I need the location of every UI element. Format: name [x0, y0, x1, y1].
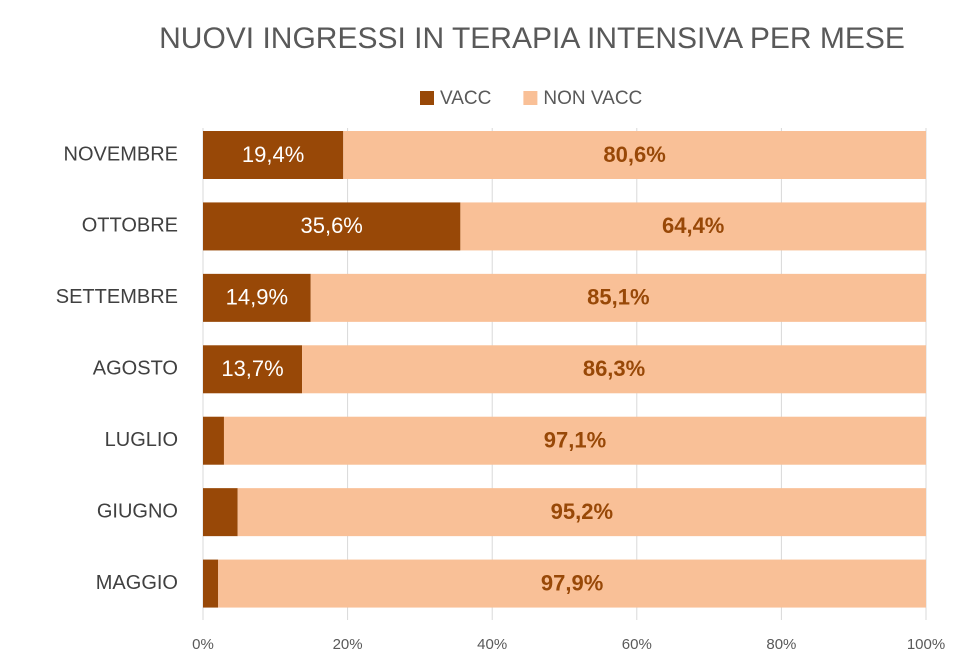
- value-label: 97,1%: [544, 428, 606, 453]
- legend-swatch: [523, 91, 538, 105]
- value-label: 85,1%: [587, 285, 649, 310]
- y-tick-label: OTTOBRE: [82, 215, 178, 237]
- y-tick-label: LUGLIO: [105, 429, 178, 451]
- y-tick-label: AGOSTO: [93, 358, 178, 380]
- x-tick-label: 0%: [192, 636, 214, 653]
- y-tick-label: GIUGNO: [97, 500, 178, 522]
- value-label: 19,4%: [242, 142, 304, 167]
- bar-segment: [203, 559, 219, 608]
- bar-segment: [302, 345, 926, 394]
- legend-swatch: [420, 91, 434, 105]
- y-tick-label: SETTEMBRE: [56, 286, 178, 308]
- x-tick-label: 20%: [333, 636, 363, 653]
- value-label: 13,7%: [221, 356, 283, 381]
- x-tick-label: 60%: [622, 636, 652, 653]
- x-tick-label: 80%: [766, 636, 796, 653]
- bar-segment: [343, 131, 927, 179]
- value-label: 64,4%: [662, 213, 724, 238]
- y-tick-label: NOVEMBRE: [64, 143, 178, 165]
- legend-label: NON VACC: [543, 88, 642, 109]
- x-tick-label: 40%: [477, 636, 507, 653]
- bar-segment: [203, 416, 224, 465]
- value-label: 35,6%: [300, 213, 362, 238]
- bar-segment: [203, 131, 344, 179]
- value-label: 14,9%: [226, 285, 288, 310]
- bar-segment: [203, 202, 461, 251]
- y-tick-label: MAGGIO: [96, 572, 178, 594]
- bar-segment: [460, 202, 926, 251]
- chart-title: NUOVI INGRESSI IN TERAPIA INTENSIVA PER …: [159, 22, 905, 55]
- bar-segment: [237, 488, 927, 537]
- bar-segment: [223, 416, 927, 465]
- legend-label: VACC: [440, 88, 491, 109]
- value-label: 80,6%: [603, 142, 665, 167]
- value-label: 95,2%: [551, 499, 613, 524]
- bar-segment: [310, 273, 926, 322]
- bar-segment: [203, 488, 238, 537]
- bar-segment: [203, 273, 311, 322]
- bar-segment: [203, 345, 303, 394]
- x-tick-label: 100%: [907, 636, 945, 653]
- value-label: 86,3%: [583, 356, 645, 381]
- bar-segment: [218, 559, 927, 608]
- value-label: 97,9%: [541, 570, 603, 595]
